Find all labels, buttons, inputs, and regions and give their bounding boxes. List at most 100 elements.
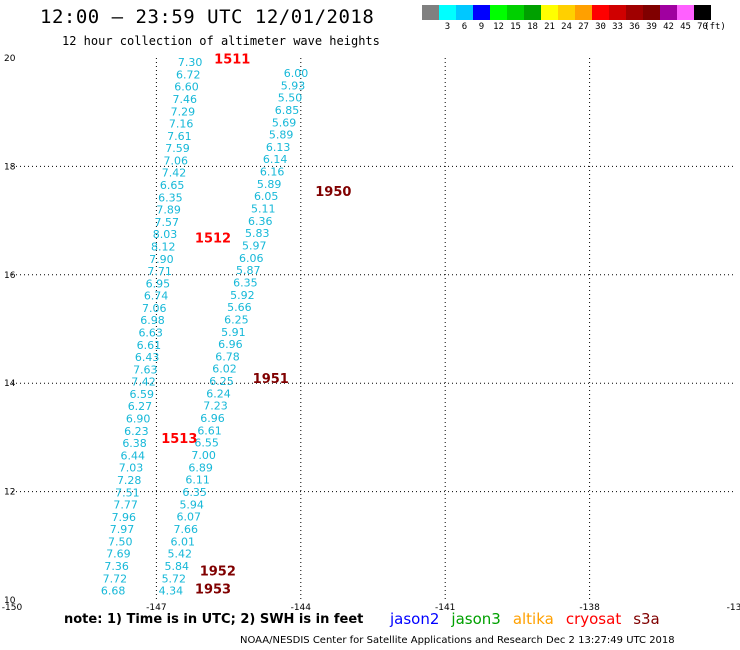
swh-value: 5.87 bbox=[236, 264, 261, 277]
swh-value: 6.96 bbox=[218, 338, 243, 351]
swh-value: 6.14 bbox=[263, 153, 288, 166]
swh-value: 7.23 bbox=[203, 400, 228, 413]
pass-number-label: 1512 bbox=[195, 231, 231, 246]
lat-tick-label: 12 bbox=[4, 488, 15, 498]
swh-value: 6.59 bbox=[129, 388, 154, 401]
swh-value: 6.35 bbox=[158, 191, 183, 204]
satellite-name: s3a bbox=[633, 610, 660, 628]
footer-note: note: 1) Time is in UTC; 2) SWH is in fe… bbox=[64, 612, 364, 627]
swh-value: 7.89 bbox=[156, 204, 181, 217]
legend-label: 39 bbox=[646, 22, 657, 32]
swh-value: 7.90 bbox=[149, 253, 174, 266]
swh-value: 6.55 bbox=[194, 437, 219, 450]
legend-swatch bbox=[626, 5, 643, 20]
legend-label: 30 bbox=[595, 22, 606, 32]
swh-value: 6.63 bbox=[138, 326, 163, 339]
swh-value: 7.00 bbox=[191, 449, 216, 462]
legend-swatch bbox=[643, 5, 660, 20]
legend-swatch bbox=[660, 5, 677, 20]
legend-label: 42 bbox=[663, 22, 674, 32]
swh-value: 6.06 bbox=[239, 252, 264, 265]
pass-number-label: 1513 bbox=[161, 432, 197, 447]
satellite-name: jason3 bbox=[451, 610, 501, 628]
credit-line: NOAA/NESDIS Center for Satellite Applica… bbox=[240, 635, 675, 646]
page-subtitle: 12 hour collection of altimeter wave hei… bbox=[62, 34, 380, 48]
swh-value: 7.61 bbox=[167, 130, 192, 143]
legend-swatch bbox=[575, 5, 592, 20]
legend-swatch bbox=[677, 5, 694, 20]
legend-label: 36 bbox=[629, 22, 640, 32]
legend-label: 3 bbox=[444, 22, 451, 32]
swh-value: 4.34 bbox=[159, 585, 184, 598]
swh-value: 6.11 bbox=[185, 474, 210, 487]
legend-swatch bbox=[558, 5, 575, 20]
lon-tick-label: -13 bbox=[727, 603, 740, 613]
swh-value: 7.03 bbox=[119, 462, 144, 475]
pass-number-label: 1951 bbox=[253, 372, 289, 387]
legend-label: 18 bbox=[527, 22, 538, 32]
swh-value: 7.72 bbox=[103, 572, 128, 585]
swh-value: 6.23 bbox=[124, 425, 149, 438]
lat-tick-label: 16 bbox=[4, 271, 16, 281]
swh-value: 7.69 bbox=[106, 548, 131, 561]
swh-value: 6.13 bbox=[266, 141, 291, 154]
swh-value: 7.06 bbox=[164, 154, 189, 167]
swh-value: 5.50 bbox=[278, 92, 303, 105]
swh-value: 5.91 bbox=[221, 326, 246, 339]
lat-tick-label: 20 bbox=[4, 54, 16, 64]
swh-value: 6.90 bbox=[126, 413, 151, 426]
lat-tick-label: 14 bbox=[4, 379, 16, 389]
legend-swatch bbox=[439, 5, 456, 20]
swh-value: 6.25 bbox=[209, 375, 234, 388]
swh-value: 5.69 bbox=[272, 116, 297, 129]
lon-tick-label: -141 bbox=[435, 603, 455, 613]
legend-swatch bbox=[456, 5, 473, 20]
swh-value: 6.35 bbox=[233, 276, 258, 289]
swh-value: 6.74 bbox=[144, 290, 169, 303]
swh-value: 6.01 bbox=[171, 535, 196, 548]
swh-value: 7.42 bbox=[162, 167, 187, 180]
lon-tick-label: -144 bbox=[291, 603, 312, 613]
pass-number-label: 1511 bbox=[214, 52, 250, 67]
legend-swatch bbox=[422, 5, 439, 20]
swh-value: 7.46 bbox=[172, 93, 197, 106]
swh-value: 5.42 bbox=[168, 548, 193, 561]
swh-value: 7.96 bbox=[112, 511, 137, 524]
swh-value: 6.27 bbox=[128, 400, 153, 413]
legend-label: 12 bbox=[493, 22, 504, 32]
legend-label: 21 bbox=[544, 22, 555, 32]
pass-number-label: 1953 bbox=[195, 582, 231, 597]
legend-swatch bbox=[524, 5, 541, 20]
swh-value: 5.66 bbox=[227, 301, 252, 314]
swh-value: 6.85 bbox=[275, 104, 300, 117]
satellite-legend: jason2 jason3 altika cryosat s3a bbox=[390, 610, 672, 628]
swh-value: 6.25 bbox=[224, 313, 249, 326]
swh-value: 6.98 bbox=[140, 314, 165, 327]
swh-value: 6.60 bbox=[174, 81, 199, 94]
swh-value: 6.96 bbox=[200, 412, 225, 425]
swh-value: 6.02 bbox=[212, 363, 237, 376]
legend-label: 33 bbox=[612, 22, 623, 32]
swh-value: 5.97 bbox=[242, 240, 267, 253]
swh-value: 6.72 bbox=[176, 68, 201, 81]
swh-value: 7.28 bbox=[117, 474, 142, 487]
pass-number-label: 1952 bbox=[200, 565, 236, 580]
swh-value: 6.38 bbox=[122, 437, 147, 450]
legend-swatch bbox=[694, 5, 711, 20]
satellite-name: altika bbox=[512, 610, 554, 628]
swh-value: 5.89 bbox=[269, 129, 294, 142]
swh-value: 6.78 bbox=[215, 350, 240, 363]
lat-tick-label: 18 bbox=[4, 162, 16, 172]
swh-value: 5.89 bbox=[257, 178, 282, 191]
swh-value: 6.16 bbox=[260, 166, 285, 179]
legend-label: 24 bbox=[561, 22, 572, 32]
swh-value: 5.92 bbox=[230, 289, 255, 302]
swh-value: 7.30 bbox=[178, 56, 203, 69]
swh-value: 7.06 bbox=[142, 302, 167, 315]
legend-unit: (ft) bbox=[704, 22, 726, 32]
swh-value: 7.59 bbox=[165, 142, 190, 155]
swh-value: 6.36 bbox=[248, 215, 273, 228]
lon-tick-label: -150 bbox=[2, 603, 23, 613]
swh-value: 7.57 bbox=[155, 216, 180, 229]
swh-value: 6.44 bbox=[121, 449, 146, 462]
